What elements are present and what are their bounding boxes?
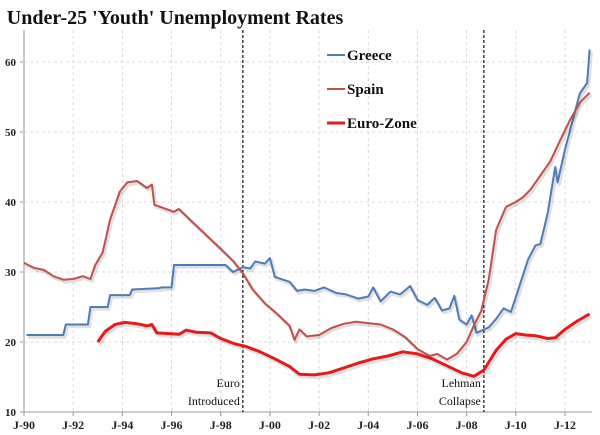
- x-tick-label: J-08: [456, 418, 478, 432]
- axes: 10 20 30 40 50 60 J-90 J-92 J-94 J-96 J-98 J-00 J-02…: [5, 30, 592, 432]
- y-tick-label: 50: [5, 127, 17, 139]
- y-tick-label: 30: [5, 267, 17, 279]
- y-tick-label: 10: [5, 407, 17, 419]
- x-tick-label: J-92: [62, 418, 84, 432]
- x-tick-label: J-94: [111, 418, 133, 432]
- y-tick-label: 40: [5, 197, 17, 209]
- chart-title: Under-25 'Youth' Unemployment Rates: [7, 7, 344, 29]
- y-tick-label: 60: [5, 57, 17, 69]
- x-tick-label: J-10: [505, 418, 527, 432]
- legend-label: Greece: [347, 48, 392, 64]
- x-tick-label: J-96: [161, 418, 183, 432]
- x-tick-label: J-90: [13, 418, 35, 432]
- x-tick-label: J-00: [259, 418, 281, 432]
- annotation-label: Introduced: [188, 394, 240, 408]
- series-line-euro-zone: [96, 312, 591, 378]
- series-shadow: [24, 93, 593, 364]
- series: [23, 49, 593, 381]
- legend-label: Spain: [347, 82, 384, 98]
- legend: Greece Spain Euro-Zone: [327, 48, 417, 132]
- annotations: Euro Introduced Lehman Collapse: [188, 30, 485, 412]
- series-line-spain: [23, 92, 591, 361]
- x-tick-label: J-06: [406, 418, 428, 432]
- x-tick-label: J-12: [554, 418, 576, 432]
- x-tick-label: J-02: [308, 418, 330, 432]
- annotation-label: Lehman: [442, 376, 481, 390]
- x-tick-label: J-04: [357, 418, 379, 432]
- annotation-label: Collapse: [439, 394, 481, 408]
- series-shadow: [28, 51, 593, 339]
- x-tick-label: J-98: [210, 418, 232, 432]
- legend-label: Euro-Zone: [347, 116, 417, 132]
- series-line-greece: [26, 49, 591, 336]
- y-tick-label: 20: [5, 337, 17, 349]
- series-shadow: [97, 314, 593, 381]
- annotation-label: Euro: [217, 376, 240, 390]
